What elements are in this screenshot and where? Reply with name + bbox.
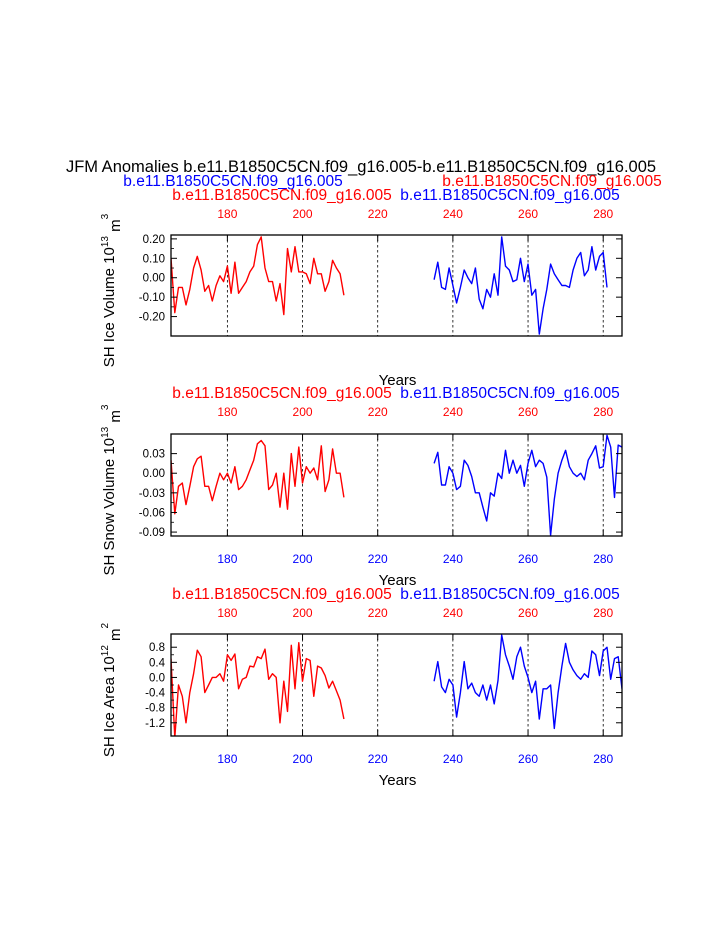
y-tick-label: 0.00 — [143, 468, 165, 480]
right-case-label: b.e11.B1850C5CN.f09_g16.005 — [442, 173, 661, 190]
series-line-case2 — [433, 434, 622, 536]
y-axis-label: SH Ice Volume 1013 m3 — [100, 213, 124, 367]
top-right-case-label: b.e11.B1850C5CN.f09_g16.005 — [400, 586, 619, 603]
top-left-case-label: b.e11.B1850C5CN.f09_g16.005 — [172, 187, 391, 204]
top-tick-label: 200 — [293, 606, 313, 620]
top-tick-label: 260 — [518, 207, 538, 221]
top-right-case-label: b.e11.B1850C5CN.f09_g16.005 — [400, 187, 619, 204]
y-axis-label-exp2: 3 — [100, 404, 111, 410]
y-tick-label: 0.8 — [149, 642, 165, 654]
y-axis-label-main: SH Ice Area 10 — [101, 656, 118, 757]
bottom-tick-label: 240 — [443, 552, 463, 566]
series-line-case2 — [433, 634, 622, 730]
top-tick-label: 200 — [293, 207, 313, 221]
top-tick-label: 200 — [293, 405, 313, 419]
top-tick-label: 240 — [443, 606, 463, 620]
y-axis-label-exp1: 13 — [100, 426, 111, 438]
y-tick-label: -0.20 — [139, 312, 165, 324]
top-tick-label: 240 — [443, 405, 463, 419]
top-left-case-label: b.e11.B1850C5CN.f09_g16.005 — [172, 586, 391, 603]
y-axis-label: SH Snow Volume 1013 m3 — [100, 404, 124, 575]
series-line-case1 — [171, 642, 345, 736]
bottom-tick-label: 260 — [518, 552, 538, 566]
y-tick-label: -0.4 — [145, 688, 165, 700]
top-tick-label: 260 — [518, 405, 538, 419]
chart-snow-volume: 0.03 0.00 -0.03 -0.06 -0.09 180 200 220 240 260 28… — [100, 385, 623, 589]
bottom-tick-label: 220 — [368, 752, 388, 766]
top-tick-label: 220 — [368, 405, 388, 419]
y-tick-label: -1.2 — [145, 718, 165, 730]
top-tick-label: 240 — [443, 207, 463, 221]
plot-frame — [170, 433, 623, 537]
series-line-case2 — [433, 236, 608, 335]
bottom-tick-label: 180 — [217, 552, 237, 566]
chart-ice-area: 0.8 0.4 0.0 -0.4 -0.8 -1.2 180 200 220 240 260 280 1… — [100, 586, 623, 789]
chart-ice-volume: 0.20 0.10 0.00 -0.10 -0.20 180 200 220 240 260 280… — [100, 187, 623, 389]
series-line-case1 — [171, 236, 345, 316]
y-tick-label: -0.06 — [139, 507, 165, 519]
y-axis-label-unit: m — [107, 219, 124, 236]
top-tick-label: 220 — [368, 207, 388, 221]
y-axis-label: SH Ice Area 1012 m2 — [100, 622, 124, 757]
y-axis-label-exp1: 12 — [100, 645, 111, 657]
y-axis-label-unit: m — [107, 628, 124, 645]
bottom-tick-label: 220 — [368, 552, 388, 566]
bottom-tick-label: 240 — [443, 752, 463, 766]
y-tick-label: -0.03 — [139, 488, 165, 500]
y-tick-label: -0.10 — [139, 292, 165, 304]
y-axis-label-exp2: 2 — [100, 622, 111, 628]
top-right-case-label: b.e11.B1850C5CN.f09_g16.005 — [400, 385, 619, 402]
y-axis-label-unit: m — [107, 410, 124, 427]
y-axis-label-exp2: 3 — [100, 213, 111, 219]
x-axis-label: Years — [379, 572, 417, 589]
bottom-tick-label: 280 — [593, 552, 613, 566]
bottom-tick-label: 260 — [518, 752, 538, 766]
y-tick-label: 0.4 — [149, 657, 166, 669]
y-tick-label: 0.10 — [143, 253, 165, 265]
chart-panels: 0.20 0.10 0.00 -0.10 -0.20 180 200 220 240 260 280… — [100, 187, 623, 789]
top-tick-label: 280 — [593, 606, 613, 620]
y-axis-label-main: SH Ice Volume 10 — [101, 247, 118, 367]
top-tick-label: 280 — [593, 207, 613, 221]
x-axis-label: Years — [379, 372, 417, 389]
top-tick-label: 260 — [518, 606, 538, 620]
top-tick-label: 180 — [217, 606, 237, 620]
y-axis-label-main: SH Snow Volume 10 — [101, 438, 118, 576]
top-tick-label: 220 — [368, 606, 388, 620]
x-axis-label: Years — [379, 772, 417, 789]
y-tick-label: -0.8 — [145, 703, 165, 715]
plot-frame — [170, 234, 623, 337]
y-tick-label: 0.03 — [143, 449, 165, 461]
top-tick-label: 280 — [593, 405, 613, 419]
bottom-tick-label: 280 — [593, 752, 613, 766]
figure-title: JFM Anomalies b.e11.B1850C5CN.f09_g16.00… — [66, 158, 656, 176]
y-tick-label: 0.20 — [143, 234, 165, 246]
bottom-tick-label: 200 — [293, 752, 313, 766]
series-line-case1 — [171, 439, 345, 515]
left-case-label: b.e11.B1850C5CN.f09_g16.005 — [123, 173, 342, 190]
bottom-tick-label: 180 — [217, 752, 237, 766]
y-axis-label-exp1: 13 — [100, 236, 111, 248]
top-tick-label: 180 — [217, 207, 237, 221]
y-tick-label: 0.00 — [143, 273, 165, 285]
y-tick-label: 0.0 — [149, 672, 165, 684]
y-tick-label: -0.09 — [139, 527, 165, 539]
top-left-case-label: b.e11.B1850C5CN.f09_g16.005 — [172, 385, 391, 402]
top-tick-label: 180 — [217, 405, 237, 419]
bottom-tick-label: 200 — [293, 552, 313, 566]
